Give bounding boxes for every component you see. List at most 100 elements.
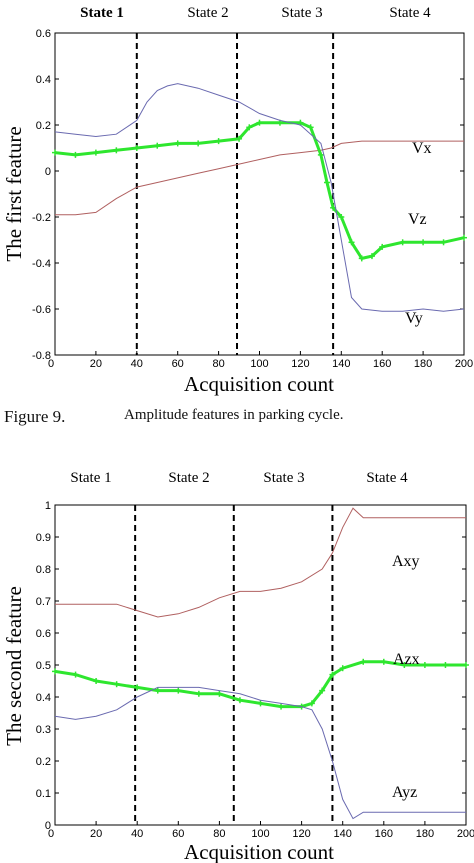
x-tick-label: 60 [172,828,184,840]
bottom-state-dividers [134,505,334,825]
top-state-dividers [135,33,335,355]
x-tick-label: 180 [414,358,432,370]
data-point-vz [256,119,263,126]
data-point-azx [278,703,285,710]
data-point-azx [339,665,346,672]
x-tick-label: 180 [416,828,434,840]
x-tick-label: 140 [334,828,352,840]
data-point-vz [379,243,386,250]
data-point-vz [113,147,120,154]
bottom-x-axis-label: Acquisition count [184,840,334,863]
top-series-label-vy: Vy [405,310,423,327]
y-tick-label: 0.1 [36,788,51,800]
data-point-vz [461,234,467,241]
top-x-axis-label: Acquisition count [184,372,334,396]
x-tick-label: 140 [332,358,350,370]
data-point-vz [195,140,202,147]
x-tick-label: 160 [375,828,393,840]
top-x-ticks: 0 20 40 60 80 100 120 140 160 180 200 [48,351,473,370]
y-tick-label: 0.3 [36,724,51,736]
y-tick-label: 0.9 [36,532,51,544]
y-tick-label: 0.6 [36,28,51,40]
data-point-azx [113,681,120,688]
y-tick-label: 0 [45,820,51,832]
data-point-azx [93,678,100,684]
data-point-azx [175,687,182,694]
series-line-ayz [54,686,466,820]
data-point-azx [236,697,243,704]
top-state-label-2: State 2 [187,5,228,21]
data-point-azx [360,658,367,665]
x-tick-label: 20 [90,828,102,840]
x-tick-label: 200 [457,828,474,840]
x-tick-label: 20 [90,358,102,370]
bottom-state-label-3: State 3 [263,470,304,486]
data-point-vz [92,149,99,156]
y-tick-label: 0.2 [36,756,51,768]
x-tick-label: 100 [251,828,269,840]
data-point-azx [72,671,79,678]
data-point-vz [72,151,79,158]
x-tick-label: 0 [48,358,54,370]
data-point-vz [323,179,330,186]
top-state-label-4: State 4 [389,5,431,21]
figure-label: Figure 9. [4,407,66,426]
y-tick-label: 0.7 [36,596,51,608]
top-chart: State 1 State 2 State 3 State 4 -0.8 -0.6… [2,5,473,396]
bottom-chart: State 1 State 2 State 3 State 4 00.10.20… [2,470,474,863]
data-point-azx [380,658,387,665]
x-tick-label: 60 [172,358,184,370]
data-point-azx [154,687,161,694]
x-tick-label: 80 [212,358,224,370]
bottom-series [52,507,469,820]
x-tick-label: 120 [291,358,309,370]
series-line-axy [55,507,466,618]
data-point-vz [368,253,375,260]
bottom-y-axis-label: The second feature [2,586,26,746]
data-point-azx [319,687,326,694]
top-state-label-3: State 3 [281,5,322,21]
x-tick-label: 80 [213,828,225,840]
data-point-vz [317,151,324,158]
y-tick-label: 0.6 [36,628,51,640]
y-tick-label: -0.6 [32,304,51,316]
top-series-label-vz: Vz [408,211,427,228]
x-tick-label: 40 [131,358,143,370]
series-line-vx [55,140,464,216]
x-tick-label: 160 [373,358,391,370]
y-tick-label: 0.4 [36,74,51,86]
data-point-vz [348,239,355,246]
data-point-vz [399,239,406,246]
bottom-state-label-1: State 1 [70,470,111,486]
data-point-vz [154,142,161,149]
data-point-azx [463,662,469,668]
data-point-azx [421,662,428,668]
data-point-vz [236,135,243,142]
x-tick-label: 120 [292,828,310,840]
top-y-ticks: -0.8 -0.6 -0.4 -0.2 0 0.2 0.4 0.6 [32,28,464,362]
caption-text: Amplitude features in parking cycle. [124,407,344,423]
y-tick-label: -0.2 [32,212,51,224]
data-point-azx [257,700,264,707]
top-series-label-vx: Vx [412,140,432,157]
data-point-vz [174,140,181,147]
y-tick-label: 0.4 [36,692,51,704]
data-point-azx [401,662,408,668]
data-point-vz [338,214,345,220]
data-point-azx [329,671,336,678]
series-line-vy [54,83,465,312]
data-point-azx [442,662,449,668]
x-tick-label: 40 [131,828,143,840]
data-point-azx [52,668,58,675]
data-point-vz [133,145,140,151]
top-state-label-1: State 1 [80,5,124,21]
data-point-vz [358,255,365,262]
y-tick-label: 0 [45,166,51,178]
top-plot-area [54,32,465,356]
data-point-vz [420,239,427,246]
data-point-azx [216,690,223,697]
x-tick-label: 0 [48,828,54,840]
data-point-azx [308,700,315,707]
bottom-y-ticks: 0 0.1 0.2 0.3 0.4 0.5 0.6 0.7 0.8 0.9 1 [36,500,466,832]
